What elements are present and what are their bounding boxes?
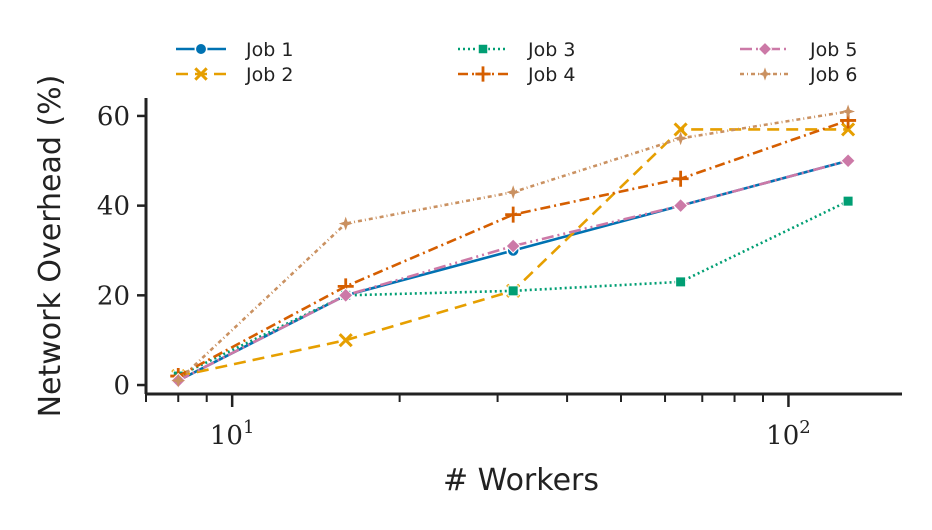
series-6	[171, 104, 855, 388]
legend-label: Job 3	[527, 39, 575, 61]
y-tick-label: 20	[97, 281, 130, 311]
legend-label: Job 4	[527, 64, 575, 86]
legend-item: Job 3	[458, 39, 575, 61]
legend-item: Job 1	[176, 39, 293, 61]
legend-marker	[194, 67, 208, 81]
legend-item: Job 2	[176, 64, 293, 86]
legend-marker	[757, 41, 773, 57]
legend-label: Job 1	[245, 39, 293, 61]
data-point	[841, 104, 855, 119]
data-point	[840, 153, 856, 169]
data-point	[675, 276, 687, 288]
legend-item: Job 5	[740, 39, 857, 61]
data-point	[842, 195, 854, 207]
axes: 0 20 40 60 101 102	[97, 98, 902, 451]
data-point	[672, 197, 689, 214]
data-point	[171, 373, 186, 388]
plot-area	[170, 104, 857, 389]
legend-marker	[194, 42, 208, 56]
data-point	[841, 122, 856, 137]
legend-marker	[477, 43, 489, 55]
data-point	[506, 185, 521, 200]
data-point	[505, 206, 522, 223]
legend-label: Job 6	[809, 64, 857, 86]
data-point	[673, 131, 688, 146]
legend-label: Job 5	[809, 39, 857, 61]
data-point	[338, 287, 354, 304]
data-point	[338, 333, 353, 348]
data-point	[672, 170, 689, 187]
legend: Job 1 Job 2 Job 3 Job 4 Job 5 Job 6	[176, 39, 857, 86]
series-5	[170, 153, 856, 389]
x-tick-label: 102	[766, 417, 811, 451]
y-tick-label: 60	[97, 102, 130, 132]
series-4	[170, 112, 857, 385]
y-axis-title: Network Overhead (%)	[33, 75, 68, 418]
y-tick-label: 40	[97, 192, 130, 222]
legend-item: Job 6	[740, 64, 857, 86]
legend-label: Job 2	[245, 64, 293, 86]
data-point	[673, 122, 688, 137]
legend-marker	[475, 66, 491, 82]
data-point	[338, 216, 353, 231]
data-point	[505, 238, 521, 254]
x-axis-title: # Workers	[443, 463, 599, 498]
legend-item: Job 4	[458, 64, 575, 86]
series-line	[177, 159, 849, 382]
legend-marker	[758, 67, 772, 81]
x-tick-label: 101	[210, 417, 255, 451]
y-tick-label: 0	[113, 371, 130, 401]
series-line	[177, 119, 849, 378]
data-point	[507, 285, 519, 297]
